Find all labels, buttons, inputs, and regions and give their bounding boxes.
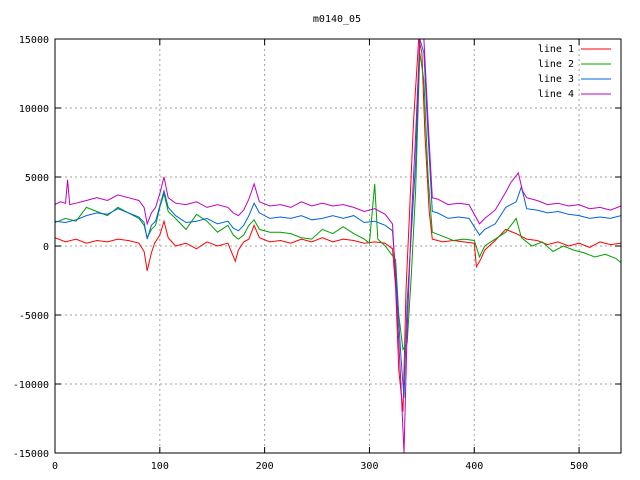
y-tick-label: 10000 <box>19 104 49 115</box>
legend-label: line 4 <box>538 89 574 100</box>
series-group <box>55 39 621 453</box>
x-tick-label: 200 <box>256 461 274 472</box>
y-tick-label: 15000 <box>19 35 49 46</box>
legend: line 1 line 2 line 3 line 4 <box>538 44 611 100</box>
grid <box>55 39 621 453</box>
legend-label: line 2 <box>538 59 574 70</box>
x-tick-label: 100 <box>151 461 169 472</box>
y-tick-label: 5000 <box>25 173 49 184</box>
series-line-2 <box>55 52 621 351</box>
chart-title: m0140_05 <box>313 14 361 25</box>
x-tick-label: 400 <box>465 461 483 472</box>
x-tick-label: 0 <box>52 461 58 472</box>
y-tick-label: 0 <box>43 242 49 253</box>
y-tick-label: -5000 <box>19 311 49 322</box>
legend-label: line 3 <box>538 74 574 85</box>
legend-label: line 1 <box>538 44 574 55</box>
series-line-1 <box>55 39 621 412</box>
y-tick-label: -10000 <box>13 380 49 391</box>
x-tick-label: 300 <box>360 461 378 472</box>
y-tick-label: -15000 <box>13 449 49 460</box>
series-line-4 <box>55 39 621 453</box>
x-tick-label: 500 <box>570 461 588 472</box>
series-line-3 <box>55 39 621 398</box>
axis-ticks: 0 100 200 300 400 500 -15000 -10000 -5000 0 5000 10… <box>13 35 621 472</box>
